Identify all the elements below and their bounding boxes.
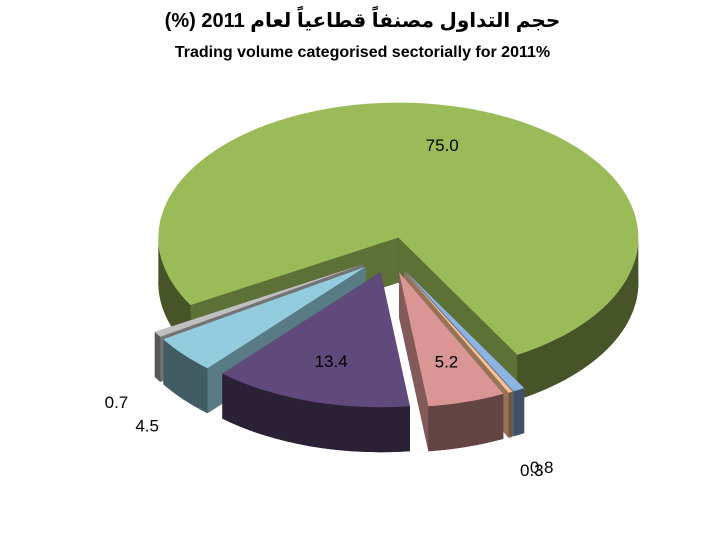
data-label: 5.2 <box>435 352 459 371</box>
slice-top <box>222 272 410 408</box>
slice <box>399 272 504 452</box>
slice-edge <box>513 388 525 437</box>
data-label: 0.7 <box>105 393 129 412</box>
data-label: 4.5 <box>135 417 159 436</box>
data-label: 0.3 <box>520 461 544 480</box>
data-label: 0.8 <box>530 458 554 477</box>
slice-edge <box>428 393 504 452</box>
slice-edge <box>517 237 639 400</box>
slice-edge <box>154 331 161 382</box>
slice-edge <box>158 237 191 351</box>
slice-side <box>399 272 429 452</box>
slice-edge <box>163 339 208 414</box>
slice-edge <box>222 373 410 453</box>
slice-top <box>405 270 525 392</box>
chart-title: حجم التداول مصنفاً قطاعياً لعام 2011 (%) <box>164 10 561 32</box>
data-label: 13.4 <box>315 352 348 371</box>
slice <box>222 272 410 453</box>
slice-top <box>158 102 639 355</box>
slice-top <box>399 272 504 407</box>
chart-subtitle: Trading volume categorised sectorially f… <box>174 44 551 61</box>
slice-top <box>404 271 513 393</box>
slice-top <box>154 264 363 337</box>
slice-edge <box>508 391 513 438</box>
data-label: 75.0 <box>426 136 459 155</box>
slice-top <box>163 266 366 369</box>
